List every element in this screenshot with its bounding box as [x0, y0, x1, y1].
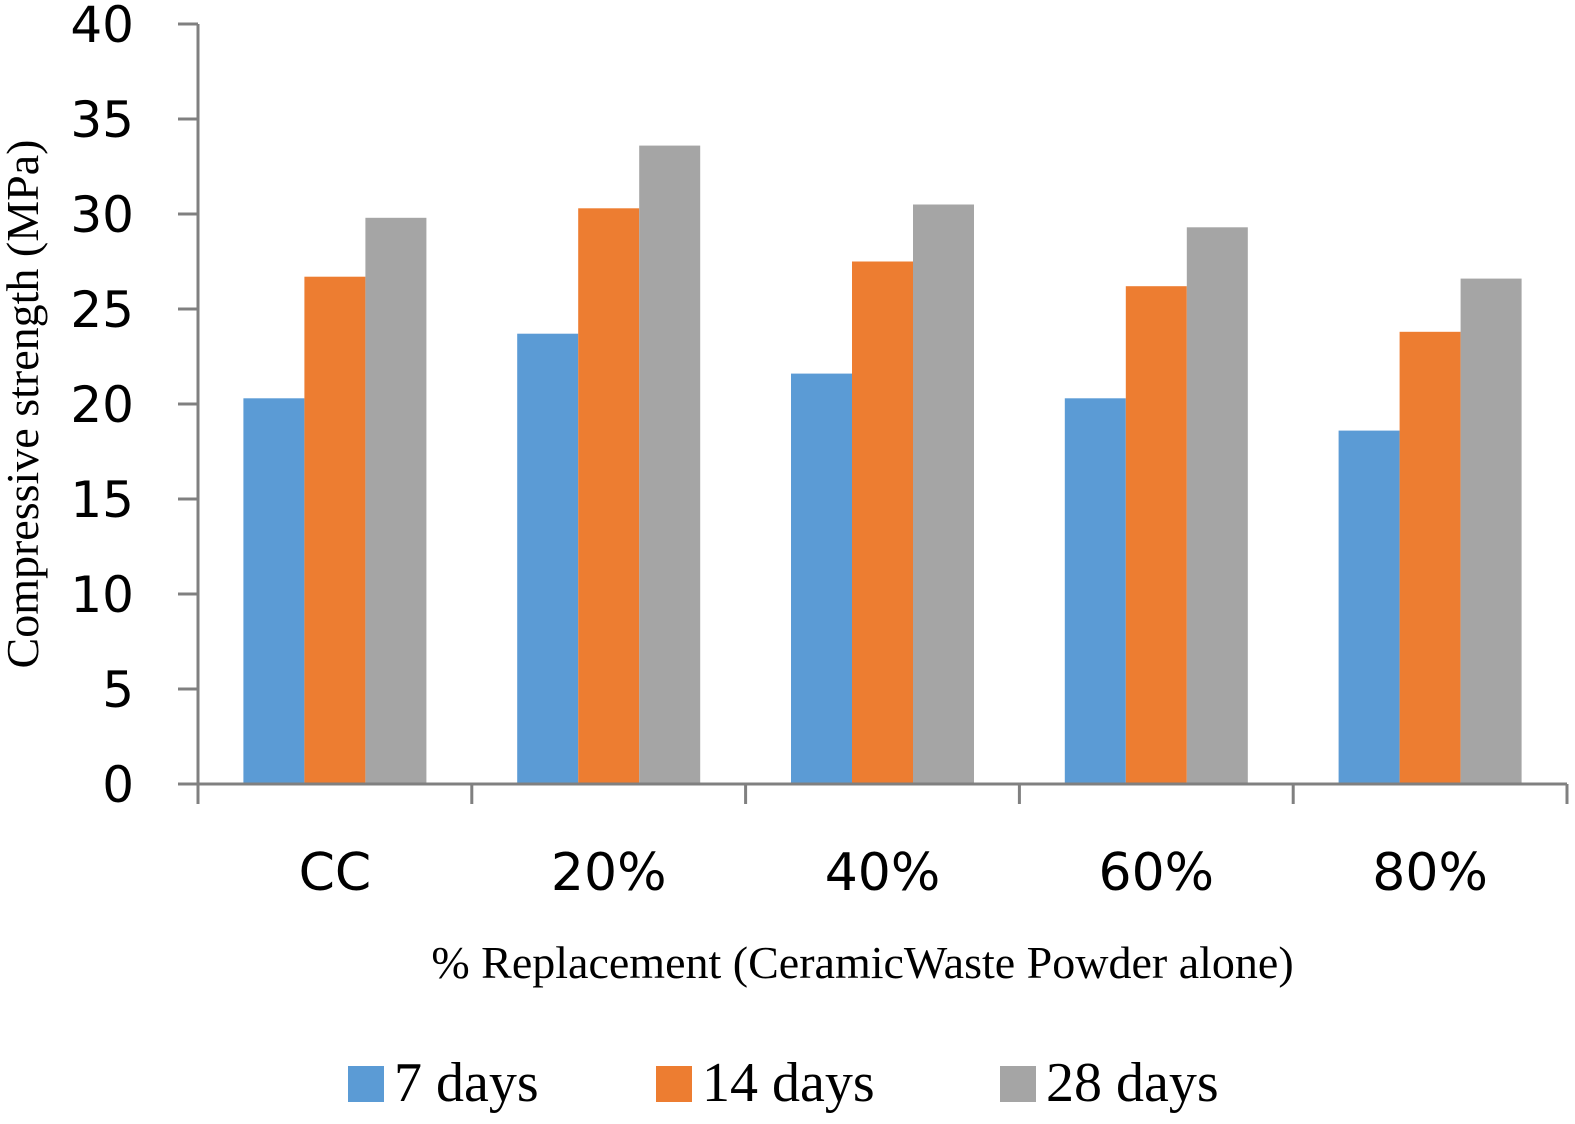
y-tick-label: 40 [70, 0, 134, 54]
legend-label: 7 days [394, 1052, 539, 1114]
x-category-label: 60% [1099, 843, 1215, 903]
bar-14-days-2 [852, 261, 913, 784]
legend-label: 28 days [1046, 1052, 1219, 1114]
bar-14-days-3 [1125, 286, 1187, 784]
legend-swatch-28-days [1000, 1066, 1036, 1102]
x-category-label: 40% [825, 843, 941, 903]
x-category-label: 80% [1372, 843, 1488, 903]
bar-14-days-4 [1399, 331, 1461, 784]
y-tick-label: 10 [70, 566, 134, 624]
legend: 7 days 14 days 28 days [348, 1052, 1219, 1114]
y-ticks-layer: 0 5 10 15 20 25 30 35 40 [70, 0, 198, 814]
bars-layer [243, 145, 1522, 785]
x-category-label: 20% [551, 843, 667, 903]
bar-7-days-4 [1338, 430, 1400, 784]
y-tick-label: 20 [70, 376, 134, 434]
bar-7-days-2 [791, 373, 852, 784]
legend-label: 14 days [702, 1052, 875, 1114]
y-tick-label: 0 [102, 756, 134, 814]
bar-28-days-1 [639, 145, 701, 785]
x-axis-title: % Replacement (CeramicWaste Powder alone… [431, 937, 1293, 988]
x-category-label: CC [299, 843, 372, 903]
bar-28-days-0 [365, 217, 427, 785]
y-tick-label: 15 [70, 471, 134, 529]
bar-28-days-4 [1460, 278, 1522, 784]
legend-swatch-7-days [348, 1066, 384, 1102]
bar-28-days-2 [913, 204, 974, 784]
x-ticks-layer: CC 20% 40% 60% 80% [196, 784, 1569, 903]
y-axis-title: Compressive strength (MPa) [0, 140, 48, 669]
bar-14-days-1 [578, 208, 640, 785]
legend-swatch-14-days [656, 1066, 692, 1102]
y-tick-label: 30 [70, 186, 134, 244]
bar-28-days-3 [1186, 227, 1248, 785]
bar-7-days-3 [1064, 398, 1126, 784]
y-tick-label: 35 [70, 91, 134, 149]
y-tick-label: 25 [70, 281, 134, 339]
bar-14-days-0 [304, 276, 366, 784]
y-tick-label: 5 [102, 661, 134, 719]
bar-7-days-0 [243, 398, 305, 784]
bar-7-days-1 [517, 333, 579, 784]
